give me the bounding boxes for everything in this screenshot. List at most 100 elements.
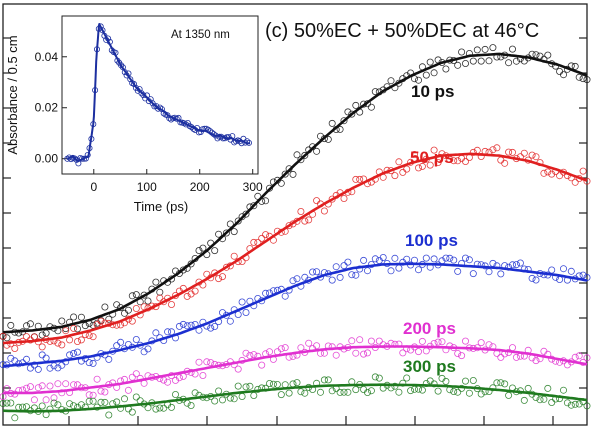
data-point-100-ps — [117, 338, 125, 346]
data-point-10-ps — [426, 58, 434, 66]
data-point-100-ps — [175, 322, 183, 330]
data-point-200-ps — [258, 361, 266, 369]
data-point-10-ps — [583, 76, 591, 84]
data-point-50-ps — [258, 234, 266, 242]
data-point-300-ps — [113, 398, 121, 406]
data-point-100-ps — [336, 273, 344, 281]
data-point-300-ps — [0, 400, 7, 407]
data-point-10-ps — [81, 322, 89, 330]
data-point-200-ps — [512, 353, 520, 361]
data-point-10-ps — [222, 229, 230, 237]
data-point-200-ps — [356, 336, 364, 344]
data-point-200-ps — [477, 339, 485, 347]
data-point-100-ps — [42, 354, 50, 362]
data-point-100-ps — [579, 271, 587, 279]
data-point-300-ps — [211, 397, 219, 405]
data-point-300-ps — [395, 388, 403, 396]
data-point-10-ps — [352, 101, 360, 109]
inset-y-tick-label-0: 0.00 — [35, 152, 59, 166]
data-point-50-ps — [262, 231, 270, 239]
data-point-300-ps — [324, 376, 332, 384]
data-point-10-ps — [387, 77, 395, 85]
data-point-50-ps — [461, 157, 469, 165]
data-point-100-ps — [497, 270, 505, 278]
inset-x-tick-label-0: 0 — [90, 180, 97, 194]
data-point-100-ps — [567, 267, 575, 275]
data-point-10-ps — [187, 260, 195, 268]
data-point-100-ps — [395, 264, 403, 272]
data-point-100-ps — [89, 359, 97, 367]
data-point-300-ps — [316, 388, 324, 396]
data-point-300-ps — [226, 394, 234, 402]
data-point-10-ps — [430, 69, 438, 77]
data-point-10-ps — [336, 125, 344, 133]
data-point-100-ps — [387, 267, 395, 275]
data-point-10-ps — [505, 59, 513, 67]
data-point-100-ps — [281, 292, 289, 300]
inset-data-point — [130, 81, 137, 88]
inset-background — [58, 12, 258, 174]
data-point-10-ps — [277, 179, 285, 187]
data-point-100-ps — [442, 254, 450, 262]
data-point-10-ps — [156, 288, 164, 296]
data-point-50-ps — [97, 317, 105, 325]
data-point-50-ps — [66, 336, 74, 344]
inset-chart: 0 100 200 300 0.00 0.02 0.04 At 1350 nm Time (… — [5, 12, 263, 214]
inset-data-point — [138, 90, 145, 97]
data-point-200-ps — [438, 338, 446, 346]
data-point-100-ps — [583, 273, 591, 281]
data-point-300-ps — [215, 387, 223, 395]
series-group-50-ps — [0, 144, 591, 352]
data-point-50-ps — [230, 252, 238, 260]
data-point-200-ps — [446, 342, 454, 350]
data-point-10-ps — [508, 45, 516, 53]
data-point-300-ps — [540, 395, 548, 403]
data-point-10-ps — [234, 217, 242, 225]
data-point-100-ps — [105, 355, 113, 363]
data-point-100-ps — [485, 268, 493, 276]
series-label-300-ps: 300 ps — [403, 357, 456, 376]
data-point-300-ps — [563, 399, 571, 407]
data-point-300-ps — [497, 379, 505, 387]
data-point-300-ps — [265, 379, 273, 387]
data-point-200-ps — [418, 337, 426, 345]
inset-data-point — [118, 62, 125, 69]
inset-plot-frame — [61, 15, 259, 175]
data-point-100-ps — [262, 289, 270, 297]
data-point-10-ps — [70, 313, 78, 321]
data-point-200-ps — [434, 338, 442, 346]
data-point-100-ps — [403, 255, 411, 263]
data-point-50-ps — [418, 162, 426, 170]
data-point-10-ps — [422, 71, 430, 79]
data-point-200-ps — [242, 349, 250, 357]
data-point-200-ps — [175, 374, 183, 382]
data-point-300-ps — [469, 376, 477, 384]
data-point-200-ps — [203, 358, 211, 366]
data-point-50-ps — [222, 263, 230, 271]
data-point-300-ps — [493, 379, 501, 387]
data-point-10-ps — [324, 135, 332, 143]
data-point-200-ps — [199, 371, 207, 379]
data-point-300-ps — [297, 388, 305, 396]
data-point-10-ps — [414, 76, 422, 84]
inset-y-tick-label-1: 0.02 — [35, 101, 59, 115]
data-point-50-ps — [215, 275, 223, 283]
data-point-100-ps — [164, 328, 172, 336]
data-point-300-ps — [246, 382, 254, 390]
data-point-10-ps — [121, 309, 129, 317]
fit-line-10-ps — [2, 52, 588, 334]
data-point-200-ps — [571, 353, 579, 361]
data-point-10-ps — [320, 135, 328, 143]
data-point-50-ps — [191, 287, 199, 295]
data-point-10-ps — [560, 71, 568, 79]
data-point-300-ps — [536, 396, 544, 404]
data-point-10-ps — [3, 334, 11, 342]
data-point-300-ps — [85, 397, 93, 405]
data-point-100-ps — [46, 364, 54, 372]
data-point-10-ps — [230, 228, 238, 236]
data-point-10-ps — [481, 45, 489, 53]
data-point-10-ps — [152, 278, 160, 286]
data-point-200-ps — [399, 349, 407, 357]
data-point-200-ps — [124, 386, 132, 394]
data-point-10-ps — [512, 57, 520, 65]
